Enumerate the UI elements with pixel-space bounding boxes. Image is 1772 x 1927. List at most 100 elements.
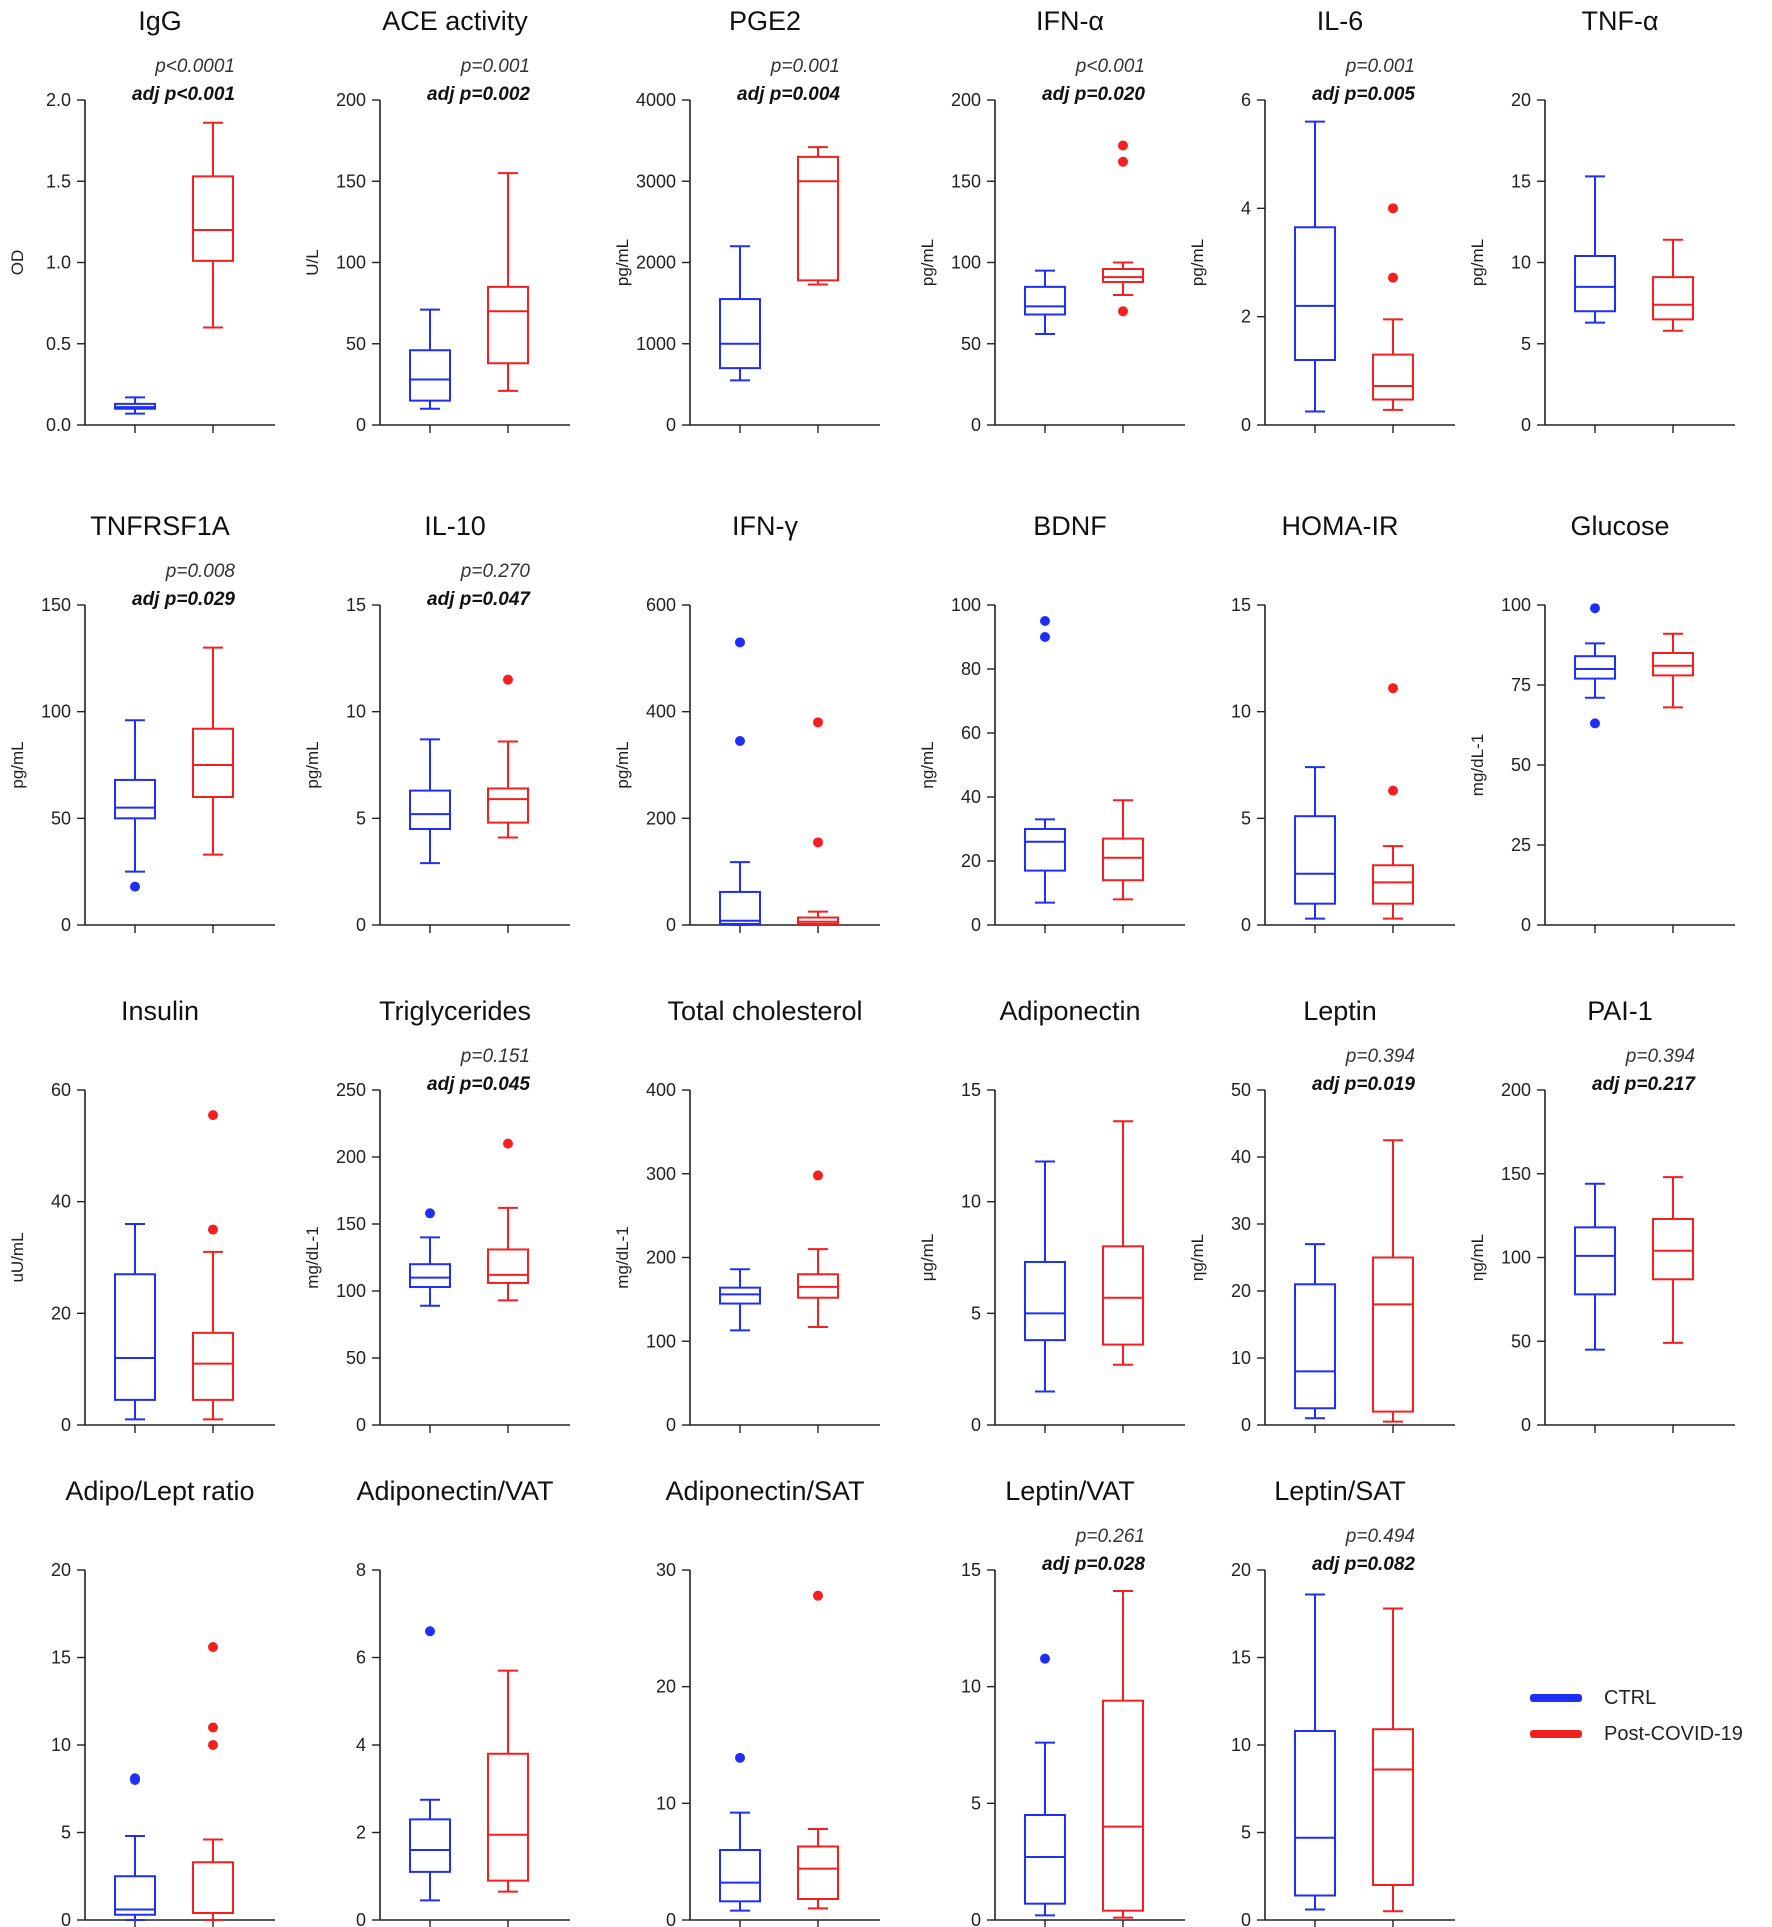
panel-title: Adiponectin/VAT — [356, 1476, 553, 1506]
y-axis-label: pg/mL — [613, 741, 632, 788]
box-post-covid — [1372, 203, 1414, 433]
y-tick-label: 10 — [1231, 1348, 1251, 1368]
y-tick-label: 0 — [971, 1910, 981, 1927]
panel-title: Triglycerides — [379, 996, 531, 1026]
panel-title: TNF-α — [1581, 6, 1658, 36]
y-tick-label: 10 — [1231, 702, 1251, 722]
y-tick-label: 10 — [961, 1192, 981, 1212]
outlier-point — [813, 717, 823, 728]
outlier-point — [208, 1642, 218, 1652]
y-tick-label: 1.0 — [46, 253, 71, 273]
outlier-point — [208, 1740, 218, 1750]
box-ctrl — [1574, 175, 1616, 433]
y-tick-label: 20 — [51, 1303, 71, 1323]
box-ctrl — [1574, 1182, 1616, 1433]
box-post-covid — [797, 1170, 839, 1433]
y-tick-label: 0 — [971, 415, 981, 435]
outlier-point — [1118, 306, 1128, 317]
iqr-box — [1024, 828, 1066, 872]
box-post-covid — [797, 1590, 839, 1927]
panel-title: Leptin/VAT — [1005, 1476, 1135, 1506]
y-tick-label: 10 — [51, 1735, 71, 1755]
panel-title: PGE2 — [729, 6, 801, 36]
box-post-covid — [487, 172, 529, 433]
p-value: p=0.001 — [1345, 56, 1415, 77]
box-ctrl — [1294, 1593, 1336, 1927]
box-ctrl — [719, 1268, 761, 1433]
outlier-point — [1118, 140, 1128, 151]
iqr-box — [1024, 1814, 1066, 1905]
outlier-point — [1388, 272, 1398, 283]
iqr-box — [114, 778, 156, 820]
adj-p-value: adj p=0.217 — [1592, 1074, 1696, 1095]
y-tick-label: 0 — [1521, 415, 1531, 435]
iqr-box — [192, 1861, 234, 1914]
y-axis-label: pg/mL — [918, 239, 937, 286]
y-tick-label: 5 — [1521, 334, 1531, 354]
iqr-box — [1574, 655, 1616, 680]
panel-14: Total cholesterol 0 100 200 300 400 mg/dL-1 — [613, 996, 880, 1435]
y-tick-label: 2 — [1241, 307, 1251, 327]
panel-1: ACE activity p=0.001 adj p=0.002 0 50 100 150 2… — [303, 6, 570, 435]
iqr-box — [409, 1263, 451, 1288]
box-ctrl — [1024, 1160, 1066, 1433]
iqr-box — [487, 285, 529, 365]
y-tick-label: 0 — [1241, 915, 1251, 935]
box-post-covid — [797, 146, 839, 433]
box-post-covid — [487, 674, 529, 933]
y-tick-label: 50 — [1511, 1331, 1531, 1351]
outlier-point — [208, 1722, 218, 1733]
iqr-box — [114, 1273, 156, 1401]
iqr-box — [409, 349, 451, 402]
outlier-point — [208, 1224, 218, 1235]
y-tick-label: 150 — [951, 171, 981, 191]
y-tick-label: 6 — [356, 1648, 366, 1668]
box-ctrl — [1024, 616, 1066, 933]
legend-item-post-covid: Post-COVID-19 — [1530, 1716, 1743, 1752]
y-tick-label: 600 — [646, 595, 676, 615]
y-tick-label: 400 — [646, 702, 676, 722]
box-post-covid — [487, 1669, 529, 1927]
y-tick-label: 50 — [1511, 755, 1531, 775]
panel-15: Adiponectin 0 5 10 15 μg/mL — [918, 996, 1185, 1435]
y-tick-label: 0 — [356, 915, 366, 935]
y-tick-label: 1.5 — [46, 171, 71, 191]
y-tick-label: 100 — [951, 253, 981, 273]
iqr-box — [797, 155, 839, 282]
y-axis-label: OD — [8, 250, 27, 276]
panel-title: Adiponectin — [999, 996, 1140, 1026]
y-axis-label: U/L — [303, 249, 322, 275]
y-tick-label: 2000 — [636, 253, 676, 273]
box-post-covid — [1102, 140, 1144, 433]
y-tick-label: 15 — [961, 1560, 981, 1580]
box-post-covid — [1372, 683, 1414, 933]
adj-p-value: adj p=0.029 — [132, 589, 235, 610]
adj-p-value: adj p=0.045 — [427, 1074, 530, 1095]
box-ctrl — [409, 738, 451, 933]
y-tick-label: 20 — [1231, 1281, 1251, 1301]
outlier-point — [735, 637, 745, 648]
y-tick-label: 300 — [646, 1164, 676, 1184]
panel-title: Glucose — [1570, 511, 1669, 541]
y-tick-label: 15 — [51, 1648, 71, 1668]
y-tick-label: 150 — [336, 1214, 366, 1234]
panel-title: IFN-α — [1036, 6, 1104, 36]
y-tick-label: 50 — [346, 1348, 366, 1368]
iqr-box — [192, 175, 234, 262]
y-tick-label: 0.5 — [46, 334, 71, 354]
panel-title: Total cholesterol — [667, 996, 862, 1026]
box-post-covid — [1652, 1176, 1694, 1433]
iqr-box — [1652, 276, 1694, 321]
box-ctrl — [114, 1223, 156, 1433]
panel-title: IgG — [138, 6, 182, 36]
y-tick-label: 0 — [1521, 1415, 1531, 1435]
adj-p-value: adj p=0.020 — [1042, 84, 1145, 105]
y-tick-label: 25 — [1511, 835, 1531, 855]
outlier-point — [1118, 156, 1128, 167]
box-ctrl — [114, 396, 156, 433]
y-tick-label: 0 — [971, 915, 981, 935]
box-post-covid — [797, 717, 839, 933]
y-tick-label: 0 — [666, 1415, 676, 1435]
y-tick-label: 150 — [1501, 1164, 1531, 1184]
y-tick-label: 20 — [961, 851, 981, 871]
